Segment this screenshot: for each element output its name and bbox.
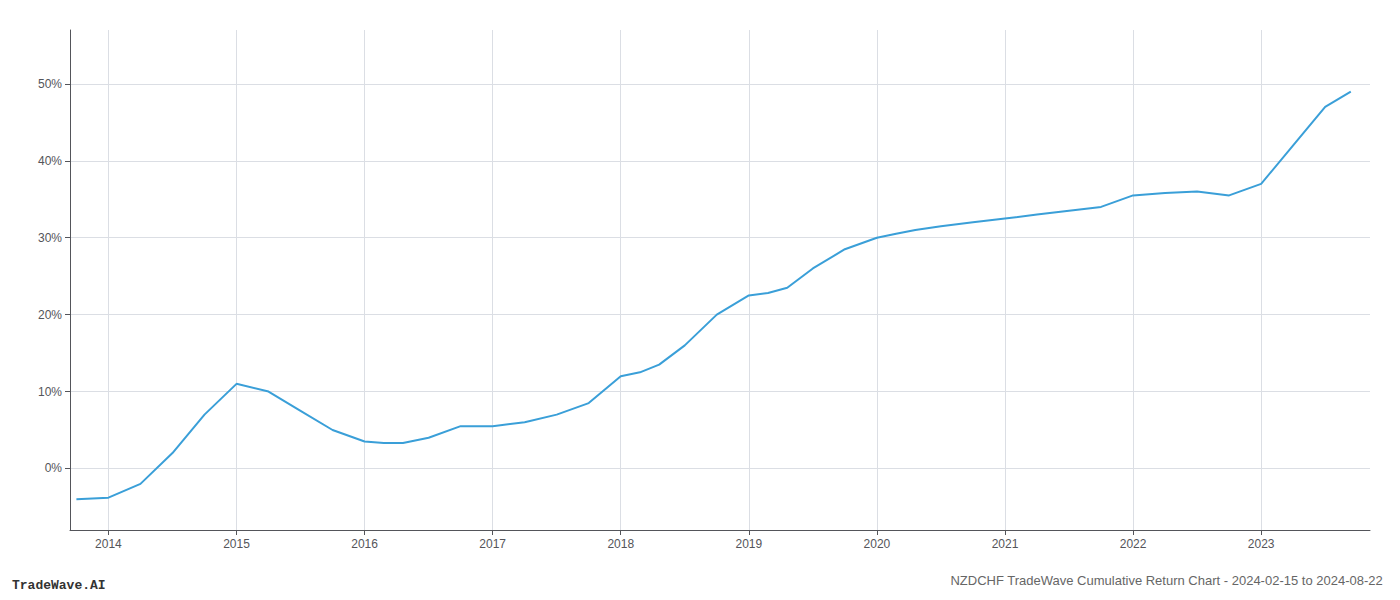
svg-text:2018: 2018 [607, 537, 634, 551]
svg-text:2016: 2016 [351, 537, 378, 551]
svg-text:NZDCHF TradeWave Cumulative Re: NZDCHF TradeWave Cumulative Return Chart… [950, 573, 1382, 588]
svg-text:0%: 0% [45, 461, 63, 475]
svg-text:2020: 2020 [864, 537, 891, 551]
svg-text:2022: 2022 [1120, 537, 1147, 551]
svg-text:50%: 50% [38, 77, 62, 91]
svg-text:2019: 2019 [735, 537, 762, 551]
svg-text:2021: 2021 [992, 537, 1019, 551]
svg-text:2017: 2017 [479, 537, 506, 551]
svg-text:40%: 40% [38, 154, 62, 168]
svg-text:30%: 30% [38, 231, 62, 245]
svg-text:2023: 2023 [1248, 537, 1275, 551]
svg-text:2014: 2014 [95, 537, 122, 551]
svg-text:2015: 2015 [223, 537, 250, 551]
svg-text:20%: 20% [38, 308, 62, 322]
svg-text:10%: 10% [38, 385, 62, 399]
svg-text:TradeWave.AI: TradeWave.AI [12, 578, 106, 593]
